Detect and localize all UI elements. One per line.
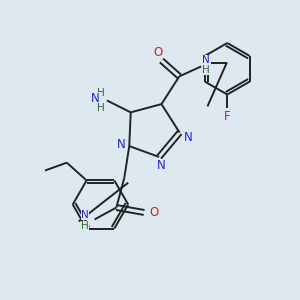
Text: N: N bbox=[184, 131, 193, 144]
Text: N: N bbox=[91, 92, 99, 105]
Text: F: F bbox=[224, 110, 231, 123]
Text: H: H bbox=[202, 65, 210, 75]
Text: O: O bbox=[149, 206, 159, 219]
Text: N: N bbox=[202, 55, 210, 64]
Text: N: N bbox=[81, 210, 88, 220]
Text: H: H bbox=[97, 103, 105, 113]
Text: N: N bbox=[157, 159, 166, 172]
Text: O: O bbox=[153, 46, 162, 59]
Text: H: H bbox=[81, 221, 88, 231]
Text: H: H bbox=[97, 88, 105, 98]
Text: N: N bbox=[117, 138, 126, 151]
